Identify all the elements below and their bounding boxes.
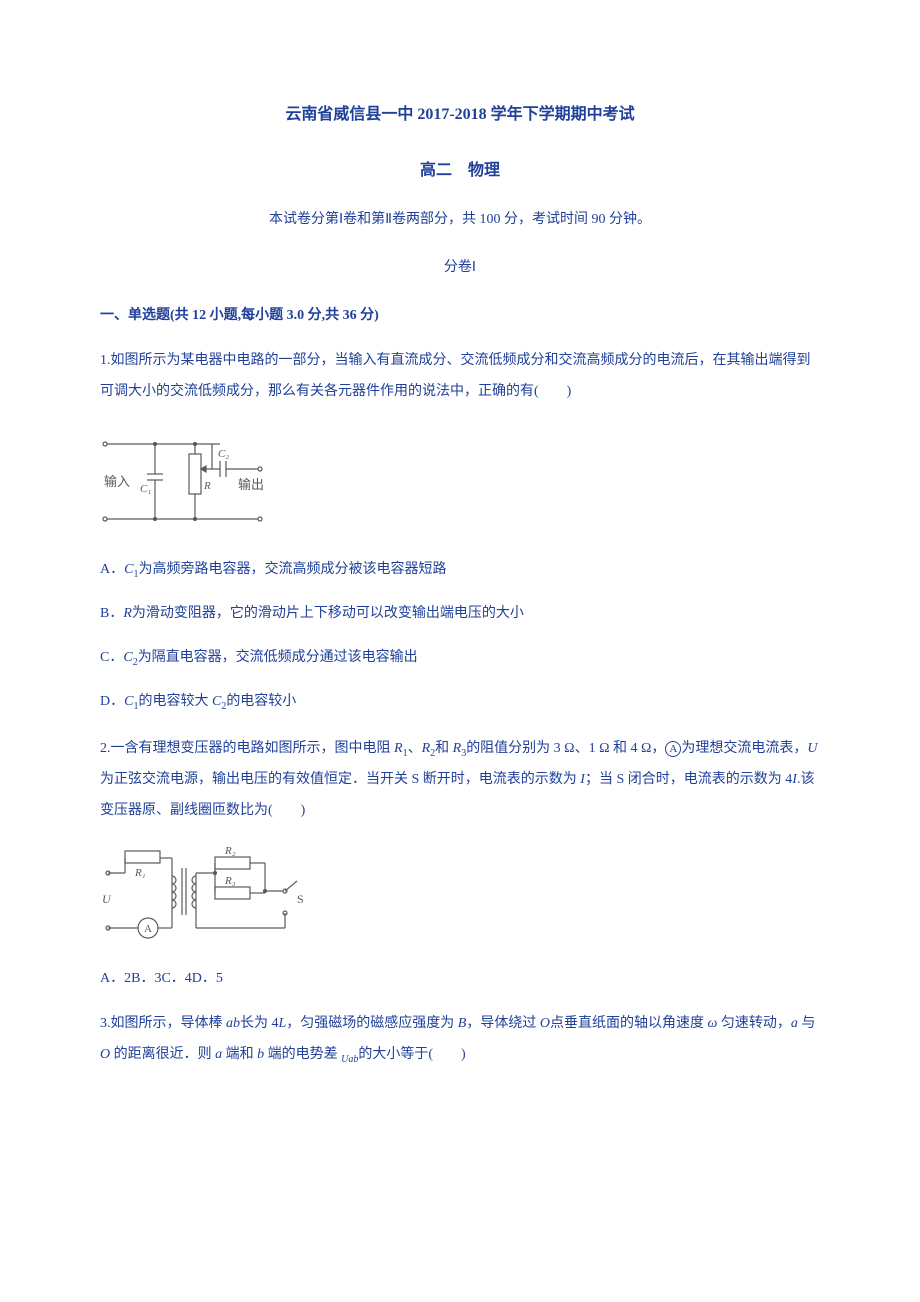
exam-subtitle: 高二 物理 xyxy=(100,156,820,180)
q1-figure: 输入 C₁ C₂ R 输出 xyxy=(100,424,820,539)
optD-post: 的电容较小 xyxy=(226,694,296,709)
q2-vals: 的阻值分别为 3 Ω、1 Ω 和 4 Ω， xyxy=(466,741,665,756)
q1-label-r: R xyxy=(203,480,211,492)
q1-label-output: 输出 xyxy=(238,477,264,492)
q3-uab: Uab xyxy=(341,1053,358,1064)
exam-intro: 本试卷分第Ⅰ卷和第Ⅱ卷两部分，共 100 分，考试时间 90 分钟。 xyxy=(100,208,820,228)
section1-header: 一、单选题(共 12 小题,每小题 3.0 分,共 36 分) xyxy=(100,304,820,324)
q2-r2: R xyxy=(422,741,431,756)
q2-label-s: S xyxy=(297,892,304,906)
exam-title: 云南省威信县一中 2017-2018 学年下学期期中考试 xyxy=(100,100,820,124)
q2-r3: R xyxy=(453,741,462,756)
q2-s2: 和 xyxy=(435,741,453,756)
q3-o2: O xyxy=(100,1047,110,1062)
q3-text: 3.如图所示，导体棒 ab长为 4L，匀强磁场的磁感应强度为 B，导体绕过 O点… xyxy=(100,1009,820,1071)
q2-pre: 2.一含有理想变压器的电路如图所示，图中电阻 xyxy=(100,741,394,756)
q1-circuit-svg: 输入 C₁ C₂ R 输出 xyxy=(100,424,270,534)
q2-label-r3: R₃ xyxy=(224,875,236,887)
q2-m1: 为理想交流电流表， xyxy=(681,741,807,756)
q2-options: A．2B．3C．4D．5 xyxy=(100,966,820,991)
q3-o1: O xyxy=(540,1016,550,1031)
q2-label-a: A xyxy=(144,923,152,935)
q2-label-u: U xyxy=(102,892,112,906)
q3-t7: 的距离很近．则 xyxy=(110,1047,215,1062)
optD-mid: 的电容较大 xyxy=(138,694,212,709)
q2-circuit-svg: U R₁ R₂ R₃ S A xyxy=(100,843,330,943)
q1-optD: D．C1的电容较大 C2的电容较小 xyxy=(100,689,820,716)
q1-optB: B．R为滑动变阻器，它的滑动片上下移动可以改变输出端电压的大小 xyxy=(100,601,820,626)
q1-label-input: 输入 xyxy=(104,474,130,489)
optD-c2: C xyxy=(212,694,221,709)
optD-pre: D． xyxy=(100,694,124,709)
q2-s1: 、 xyxy=(408,741,422,756)
optA-post: 为高频旁路电容器，交流高频成分被该电容器短路 xyxy=(138,562,446,577)
optA-pre: A． xyxy=(100,562,124,577)
page-container: 云南省威信县一中 2017-2018 学年下学期期中考试 高二 物理 本试卷分第… xyxy=(0,0,920,1146)
q2-text: 2.一含有理想变压器的电路如图所示，图中电阻 R1、R2和 R3的阻值分别为 3… xyxy=(100,734,820,826)
q1-label-c2: C₂ xyxy=(218,448,229,460)
optC-pre: C． xyxy=(100,650,123,665)
q1-text: 1.如图所示为某电器中电路的一部分，当输入有直流成分、交流低频成分和交流高频成分… xyxy=(100,346,820,408)
q3-pre: 3.如图所示，导体棒 xyxy=(100,1016,226,1031)
q3-t8: 端和 xyxy=(222,1047,257,1062)
q3-t9: 端的电势差 xyxy=(264,1047,341,1062)
q3-a: a xyxy=(791,1016,798,1031)
q2-ammeter-icon: A xyxy=(665,741,681,757)
q2-m3: ；当 S 闭合时，电流表的示数为 4 xyxy=(585,772,792,787)
q2-label-r1: R₁ xyxy=(134,867,146,879)
q3-post: 的大小等于( ) xyxy=(358,1047,465,1062)
q2-m2: 为正弦交流电源，输出电压的有效值恒定．当开关 S 断开时，电流表的示数为 xyxy=(100,772,580,787)
optC-post: 为隔直电容器，交流低频成分通过该电容输出 xyxy=(138,650,418,665)
q2-r1: R xyxy=(394,741,403,756)
q3-w: ω xyxy=(707,1016,717,1031)
q3-t6: 与 xyxy=(798,1016,816,1031)
q3-ab: ab xyxy=(226,1016,240,1031)
optB-r: R xyxy=(123,606,132,621)
q2-u: U xyxy=(807,741,817,756)
q1-label-c1: C₁ xyxy=(140,483,151,495)
q2-figure: U R₁ R₂ R₃ S A xyxy=(100,843,820,948)
q3-t4: 点垂直纸面的轴以角速度 xyxy=(550,1016,708,1031)
q3-t2: ，匀强磁场的磁感应强度为 xyxy=(286,1016,458,1031)
optB-post: 为滑动变阻器，它的滑动片上下移动可以改变输出端电压的大小 xyxy=(132,606,524,621)
q1-optC: C．C2为隔直电容器，交流低频成分通过该电容输出 xyxy=(100,645,820,672)
q3-t1: 长为 4 xyxy=(240,1016,279,1031)
optB-pre: B． xyxy=(100,606,123,621)
q3-t5: 匀速转动， xyxy=(717,1016,791,1031)
section-roman: 分卷Ⅰ xyxy=(100,256,820,276)
optC-c: C xyxy=(123,650,132,665)
q2-label-r2: R₂ xyxy=(224,845,236,857)
q1-optA: A．C1为高频旁路电容器，交流高频成分被该电容器短路 xyxy=(100,557,820,584)
q3-t3: ，导体绕过 xyxy=(466,1016,540,1031)
